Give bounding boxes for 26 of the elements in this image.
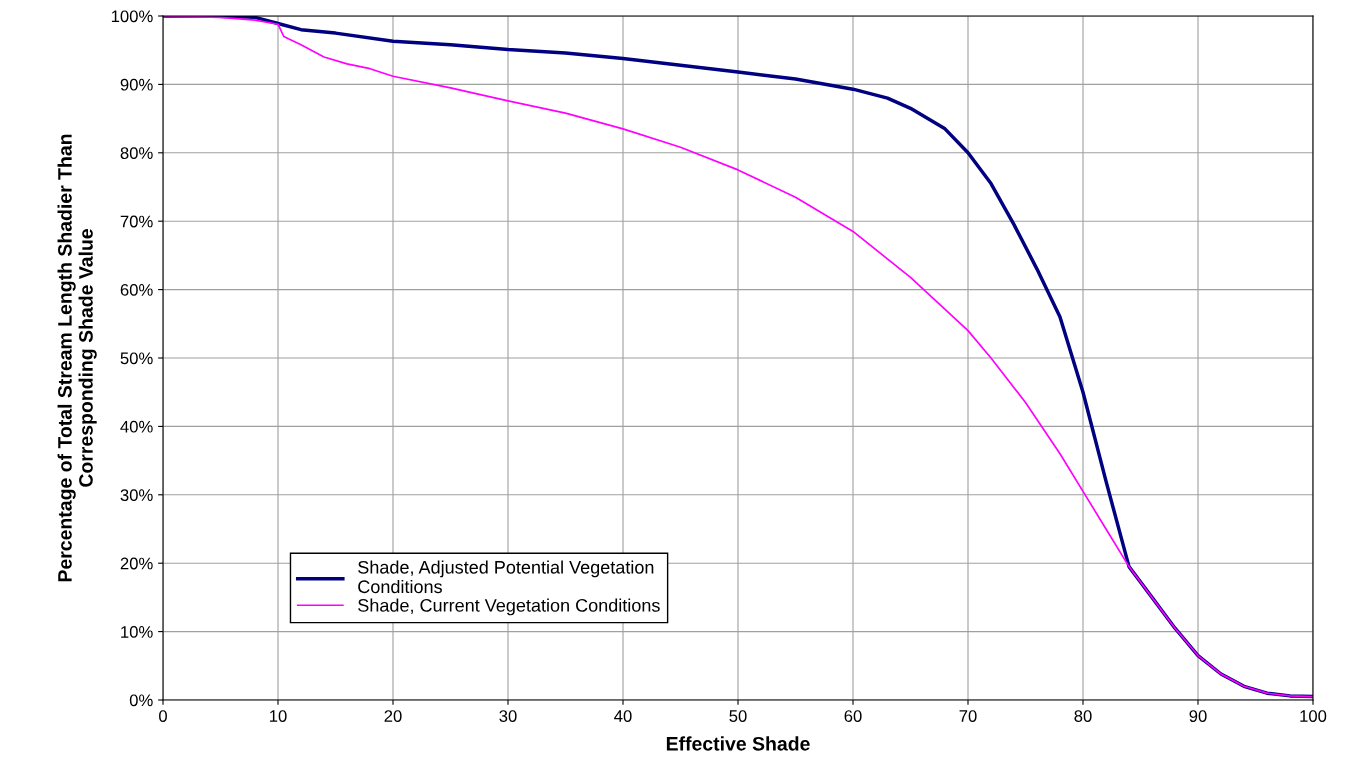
x-tick-label: 30 [499, 710, 517, 722]
x-tick-label: 20 [384, 710, 402, 722]
x-tick-label: 90 [1189, 710, 1207, 722]
y-tick-label: 30% [120, 489, 153, 501]
y-tick-label: 80% [120, 147, 153, 159]
x-tick-label: 0 [159, 710, 167, 722]
y-tick-label: 40% [120, 420, 153, 433]
y-tick-label: 0% [129, 694, 153, 707]
x-tick-label: 70 [959, 710, 977, 722]
x-tick-label: 60 [844, 710, 862, 722]
y-axis-title: Percentage of Total Stream Length Shadier Than Corresponding Shade Value [57, 134, 97, 582]
y-tick-label: 90% [120, 78, 153, 91]
legend-label: Shade, Current Vegetation Conditions [358, 598, 660, 616]
legend-label: Shade, Adjusted Potential Vegetation Conditions [358, 560, 654, 594]
y-tick-label: 70% [120, 215, 153, 228]
x-tick-label: 10 [270, 710, 287, 722]
y-tick-label: 20% [120, 557, 153, 570]
x-axis-title: Effective Shade [666, 736, 810, 751]
x-tick-label: 100 [1300, 710, 1327, 722]
y-tick-label: 60% [120, 284, 153, 296]
x-tick-label: 40 [614, 710, 632, 722]
y-tick-label: 100% [111, 10, 153, 23]
x-tick-label: 80 [1074, 710, 1092, 722]
y-tick-label: 50% [120, 352, 153, 365]
x-tick-label: 50 [729, 710, 747, 722]
y-tick-label: 10% [121, 626, 153, 638]
